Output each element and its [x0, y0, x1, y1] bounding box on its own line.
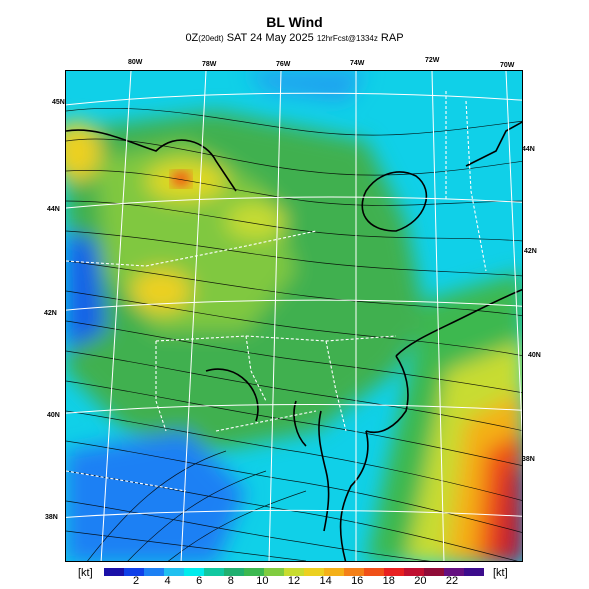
- legend-swatch: [244, 568, 265, 576]
- legend-tick-label: 8: [227, 575, 234, 587]
- legend-swatch: [124, 568, 145, 576]
- lon-label: 78W: [202, 61, 217, 68]
- legend-swatch: [144, 568, 165, 576]
- streamlines: [66, 107, 522, 561]
- subtitle-fcst-note: 12hrFcst@1334z: [316, 34, 378, 43]
- wind-max-area: [171, 171, 191, 187]
- legend-swatch: [444, 568, 465, 576]
- legend-swatch: [264, 568, 285, 576]
- legend-swatch: [364, 568, 385, 576]
- legend-swatch: [184, 568, 205, 576]
- state-borders: [66, 91, 487, 492]
- subtitle-prefix: 0Z: [185, 32, 199, 44]
- lat-label: 44N: [47, 206, 60, 213]
- legend-colorbar: [104, 568, 484, 576]
- subtitle-day-note: (20edt): [198, 34, 224, 43]
- legend-swatch: [424, 568, 445, 576]
- lon-label: 80W: [128, 59, 143, 66]
- lat-label: 40N: [528, 352, 541, 359]
- lat-label: 45N: [52, 99, 65, 106]
- legend-swatch: [284, 568, 305, 576]
- legend-swatch: [204, 568, 225, 576]
- legend-tick-label: 10: [256, 575, 269, 587]
- lat-label: 42N: [44, 310, 57, 317]
- legend-swatch: [304, 568, 325, 576]
- lon-label: 74W: [350, 60, 365, 67]
- legend-tick-label: 16: [351, 575, 364, 587]
- legend-swatch: [224, 568, 245, 576]
- legend-swatch: [384, 568, 405, 576]
- legend-tick-label: 12: [287, 575, 301, 587]
- graticule: [66, 71, 522, 561]
- lat-label: 44N: [522, 146, 535, 153]
- legend-tick-label: 14: [319, 575, 332, 587]
- legend-tick-label: 6: [196, 575, 203, 587]
- legend-swatch: [344, 568, 365, 576]
- coastlines: [66, 121, 522, 561]
- subtitle-model: RAP: [380, 32, 404, 44]
- map-canvas: [66, 71, 522, 561]
- legend-tick-label: 2: [132, 575, 140, 587]
- lon-label: 72W: [425, 57, 440, 64]
- legend-tick-label: 18: [382, 575, 395, 587]
- legend-swatch: [404, 568, 425, 576]
- legend-unit-left: [kt]: [78, 567, 93, 579]
- legend-swatch: [324, 568, 345, 576]
- lat-label: 40N: [47, 412, 60, 419]
- legend-tick-label: 20: [414, 575, 427, 587]
- legend-unit-right: [kt]: [493, 567, 508, 579]
- subtitle-date: SAT 24 May 2025: [226, 32, 314, 44]
- lat-label: 38N: [522, 456, 535, 463]
- lon-label: 70W: [500, 62, 515, 69]
- lon-label: 76W: [276, 61, 291, 68]
- legend-swatch: [164, 568, 185, 576]
- lat-label: 42N: [524, 248, 537, 255]
- map-title: BL Wind: [266, 14, 323, 30]
- map-subtitle: 0Z(20edt) SAT 24 May 2025 12hrFcst@1334z…: [0, 32, 589, 44]
- legend-swatch: [464, 568, 484, 576]
- wind-map: [65, 70, 523, 562]
- legend-swatch: [104, 568, 125, 576]
- lat-label: 38N: [45, 514, 58, 521]
- legend-tick-label: 4: [164, 575, 171, 587]
- legend-tick-label: 22: [445, 575, 459, 587]
